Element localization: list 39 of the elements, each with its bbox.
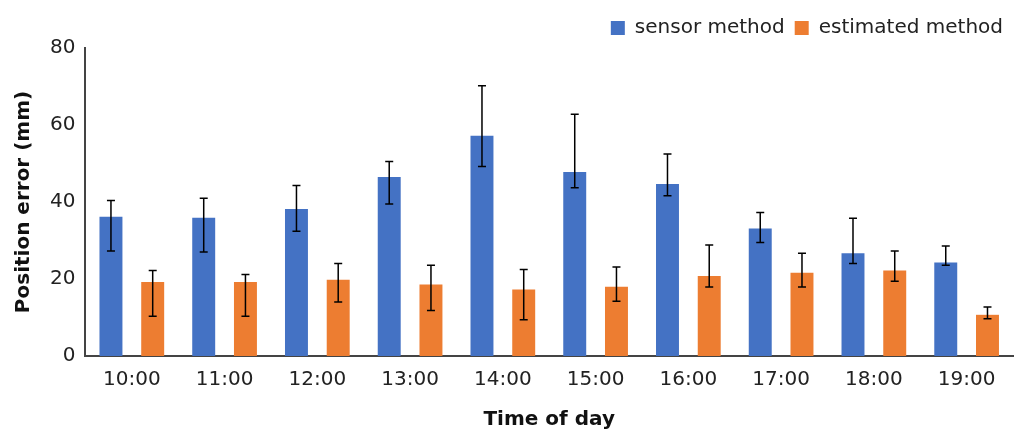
y-tick-label: 20 [50,265,76,290]
x-tick-label: 16:00 [659,366,718,391]
y-tick-label: 0 [62,342,76,367]
bar [656,183,679,356]
x-tick-label: 19:00 [937,366,996,391]
bar [883,270,907,356]
bar [419,284,443,356]
bar [99,216,123,356]
x-tick-label: 13:00 [381,366,439,391]
bar [976,314,999,356]
bar [697,275,721,356]
x-tick-label: 10:00 [103,366,161,391]
x-tick-label: 14:00 [474,366,532,391]
bar [284,208,308,356]
y-axis-title: Position error (mm) [10,90,35,314]
bar [233,282,257,356]
legend-label: sensor method [634,14,785,39]
bar [841,253,865,356]
bar [512,289,536,356]
bar [604,286,628,356]
x-tick-label: 12:00 [288,366,347,391]
bar [192,217,216,356]
bar [470,135,494,356]
x-tick-label: 11:00 [195,366,254,391]
legend-label: estimated method [818,14,1003,39]
bar [790,272,814,356]
bar [934,262,958,356]
x-axis-title: Time of day [483,406,615,431]
bar [326,279,350,356]
bar [563,171,587,356]
bar [748,228,772,356]
y-tick-label: 80 [50,34,76,59]
x-tick-label: 15:00 [566,366,625,391]
bar [377,176,401,356]
x-tick-label: 17:00 [752,366,810,391]
x-tick-label: 18:00 [845,366,903,391]
y-tick-label: 60 [50,111,76,136]
bar [141,282,165,356]
y-tick-label: 40 [50,188,76,213]
